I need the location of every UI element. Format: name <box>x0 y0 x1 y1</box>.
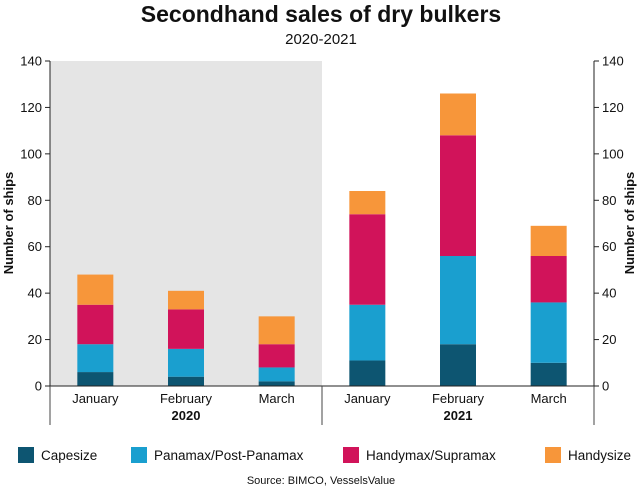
bar-handysize-5 <box>530 225 567 256</box>
bar-handysize-1 <box>168 290 204 310</box>
legend-label-handymax-supramax: Handymax/Supramax <box>366 448 496 463</box>
left-tick-label: 20 <box>28 332 42 347</box>
left-tick-label: 140 <box>20 54 42 69</box>
bar-handymax-supramax-4 <box>440 135 476 256</box>
left-tick-label: 120 <box>20 100 42 115</box>
category-label: March <box>531 391 567 406</box>
bar-capesize-1 <box>168 376 204 386</box>
bar-handymax-supramax-2 <box>258 344 295 368</box>
bar-capesize-2 <box>258 381 295 386</box>
bar-capesize-4 <box>440 344 476 386</box>
legend-label-capesize: Capesize <box>41 448 97 463</box>
bar-handymax-supramax-3 <box>349 214 386 305</box>
right-axis-ticks: 0 20 40 60 80 100 120 140 <box>594 54 624 394</box>
y-axis-label-right: Number of ships <box>622 172 637 275</box>
bar-capesize-0 <box>77 372 114 386</box>
chart-subtitle: 2020-2021 <box>285 31 357 48</box>
bars <box>77 93 567 386</box>
bar-panamax-post-panamax-5 <box>530 302 567 363</box>
chart-source: Source: BIMCO, VesselsValue <box>247 475 395 487</box>
bar-handysize-2 <box>258 316 295 345</box>
right-tick-label: 20 <box>602 332 616 347</box>
right-tick-label: 140 <box>602 54 624 69</box>
right-tick-label: 0 <box>602 379 609 394</box>
bar-capesize-5 <box>530 362 567 386</box>
category-label: March <box>259 391 295 406</box>
left-tick-label: 60 <box>28 239 42 254</box>
bar-capesize-3 <box>349 360 386 386</box>
legend-swatch-panamax-post-panamax <box>131 447 147 463</box>
bar-panamax-post-panamax-4 <box>440 256 476 345</box>
left-tick-label: 0 <box>35 379 42 394</box>
y-axis-label-left: Number of ships <box>1 172 16 275</box>
group-label-2021: 2021 <box>444 408 473 423</box>
legend-swatch-capesize <box>18 447 34 463</box>
right-tick-label: 60 <box>602 239 616 254</box>
bar-handysize-4 <box>440 93 476 136</box>
right-tick-label: 40 <box>602 286 616 301</box>
group-label-2020: 2020 <box>172 408 201 423</box>
category-label: January <box>72 391 119 406</box>
legend-swatch-handysize <box>545 447 561 463</box>
left-tick-label: 100 <box>20 146 42 161</box>
right-tick-label: 120 <box>602 100 624 115</box>
bar-panamax-post-panamax-1 <box>168 348 204 377</box>
group-labels: 2020 2021 <box>172 408 473 423</box>
left-axis-ticks: 0 20 40 60 80 100 120 140 <box>20 54 50 394</box>
axes <box>49 61 595 425</box>
bar-panamax-post-panamax-0 <box>77 344 114 373</box>
legend-swatch-handymax-supramax <box>343 447 359 463</box>
right-tick-label: 100 <box>602 146 624 161</box>
bar-handymax-supramax-5 <box>530 256 567 303</box>
chart-title: Secondhand sales of dry bulkers <box>141 1 501 27</box>
left-tick-label: 80 <box>28 193 42 208</box>
category-label: January <box>344 391 391 406</box>
legend: Capesize Panamax/Post-Panamax Handymax/Sup… <box>18 447 631 463</box>
left-tick-label: 40 <box>28 286 42 301</box>
legend-label-panamax-post-panamax: Panamax/Post-Panamax <box>154 448 304 463</box>
bar-handymax-supramax-0 <box>77 304 114 345</box>
bar-handysize-3 <box>349 191 386 215</box>
right-tick-label: 80 <box>602 193 616 208</box>
legend-label-handysize: Handysize <box>568 448 631 463</box>
bar-handysize-0 <box>77 274 114 305</box>
category-label: February <box>160 391 213 406</box>
bar-panamax-post-panamax-2 <box>258 367 295 382</box>
bar-panamax-post-panamax-3 <box>349 304 386 361</box>
bar-handymax-supramax-1 <box>168 309 204 349</box>
category-label: February <box>432 391 485 406</box>
category-labels: January February March January February March <box>72 391 567 406</box>
